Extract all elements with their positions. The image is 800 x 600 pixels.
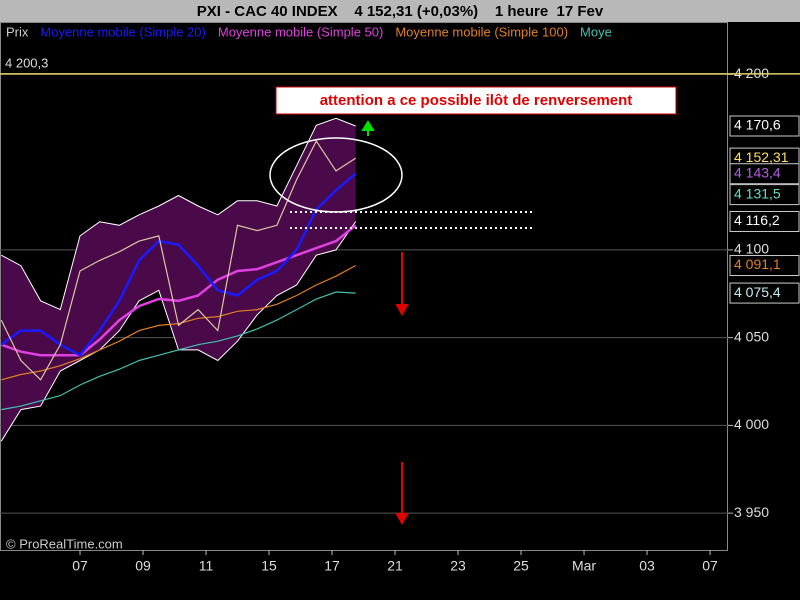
legend-entry: Moyenne mobile (Simple 20) [40, 24, 205, 39]
price-label: 4 116,2 [734, 212, 780, 228]
y-tick-label: 4 100 [734, 241, 769, 257]
x-tick-label: 11 [199, 558, 214, 574]
band-edge [1, 117, 356, 311]
y-tick-label: 3 950 [734, 504, 769, 520]
band-fill [1, 118, 356, 442]
plot [0, 117, 357, 442]
legend-entry: Prix [6, 24, 29, 39]
x-tick-label: 21 [387, 558, 403, 574]
down-arrow [395, 462, 409, 526]
x-tick-label: 03 [639, 558, 655, 574]
series-line [1, 291, 356, 411]
title-bar [0, 0, 800, 22]
chart-title: PXI - CAC 40 INDEX 4 152,31 (+0,03%) 1 h… [197, 3, 604, 20]
legend-entry: Moyenne mobile (Simple 50) [218, 24, 383, 39]
up-arrow [361, 120, 375, 136]
y-tick-label: 4 050 [734, 328, 769, 344]
x-tick-label: 07 [702, 558, 718, 574]
annotation-box [275, 86, 677, 115]
price-label: 4 143,4 [734, 164, 781, 180]
y-tick-label: 4 000 [734, 416, 769, 432]
legend-entry: Moyenne mobile (Simple 100) [395, 24, 568, 39]
series-line [0, 224, 357, 357]
x-tick-label: 25 [513, 558, 529, 574]
plot-frame [0, 22, 728, 551]
x-tick-label: 17 [324, 558, 340, 574]
x-tick-label: 15 [261, 558, 277, 574]
copyright: © ProRealTime.com [6, 536, 123, 551]
price-label: 4 091,1 [734, 256, 781, 272]
x-tick-label: 07 [72, 558, 88, 574]
price-label: 4 152,31 [734, 149, 789, 165]
reference-label: 4 200,3 [5, 55, 48, 70]
price-label-box [729, 163, 800, 185]
legend-entry: Moye [580, 24, 612, 39]
price-label: 4 170,6 [734, 117, 781, 133]
price-label-box [729, 115, 800, 137]
x-tick-label: 23 [450, 558, 466, 574]
price-label-box [729, 255, 800, 277]
annotation: attention a ce possible ilôt de renverse… [320, 92, 633, 109]
price-label-box [729, 282, 800, 304]
price-label-box [729, 210, 800, 232]
price-label: 4 075,4 [734, 284, 781, 300]
price-label: 4 131,5 [734, 185, 781, 201]
down-arrow [395, 252, 409, 317]
x-tick-label: Mar [572, 558, 596, 574]
series-line [0, 139, 357, 381]
y-tick-label: 4 200 [734, 65, 769, 81]
x-tick-label: 09 [135, 558, 151, 574]
price-label-box [729, 184, 800, 206]
